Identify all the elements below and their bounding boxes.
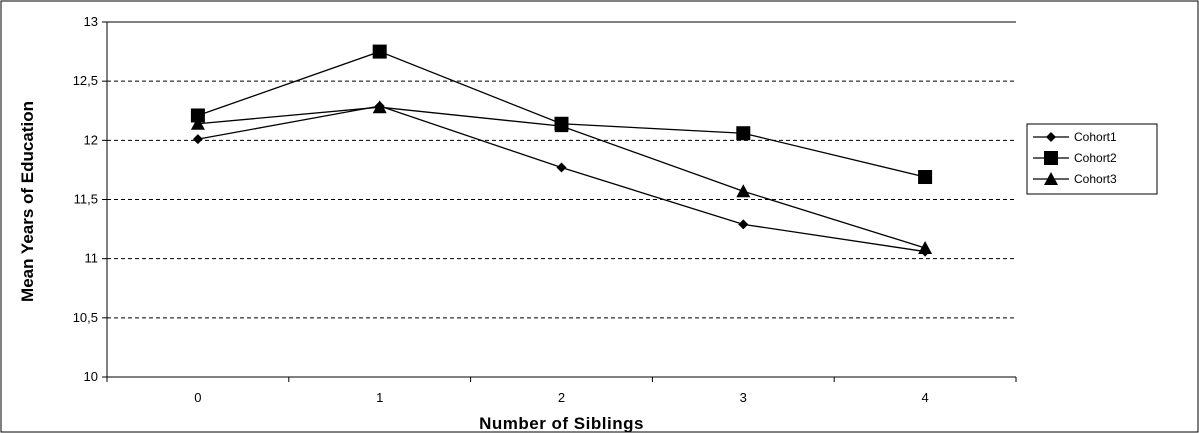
- y-tick-label: 12: [84, 132, 98, 147]
- x-axis-label: Number of Siblings: [479, 414, 644, 433]
- y-tick-label: 12,5: [73, 73, 98, 88]
- x-tick-label: 2: [558, 390, 565, 405]
- data-point-marker: [190, 108, 205, 123]
- x-tick-labels: 0 1 2 3 4: [194, 390, 928, 405]
- legend-marker: [1046, 132, 1056, 142]
- y-tick-label: 11: [85, 251, 99, 266]
- data-point-marker: [372, 100, 387, 114]
- x-tick-label: 3: [740, 390, 747, 405]
- legend-item: Cohort1: [1033, 130, 1117, 144]
- y-tick-label: 10: [84, 369, 98, 384]
- y-tick-labels: 10 10,5 11 11,5 12 12,5 13: [73, 14, 98, 384]
- legend-item: Cohort2: [1033, 151, 1117, 165]
- data-point-marker: [192, 134, 203, 145]
- series-cohort3: [190, 100, 933, 255]
- legend-marker: [1044, 172, 1058, 185]
- legend-label: Cohort3: [1074, 172, 1117, 186]
- series-lines: [190, 44, 933, 257]
- y-tick-label: 13: [84, 14, 98, 29]
- legend-marker: [1044, 151, 1058, 165]
- data-point-marker: [554, 119, 569, 133]
- legend-label: Cohort2: [1074, 151, 1117, 165]
- y-tick-label: 10,5: [73, 310, 98, 325]
- x-tick-label: 4: [921, 390, 928, 405]
- data-point-marker: [556, 162, 567, 173]
- data-point-marker: [372, 44, 387, 59]
- data-point-marker: [918, 170, 933, 185]
- x-tick-label: 1: [376, 390, 383, 405]
- legend-label: Cohort1: [1074, 130, 1117, 144]
- gridlines: [107, 21, 1016, 319]
- data-point-marker: [738, 219, 749, 230]
- axes: [102, 21, 1017, 382]
- data-point-marker: [736, 184, 751, 198]
- legend-item: Cohort3: [1033, 172, 1117, 186]
- y-axis-label: Mean Years of Education: [18, 101, 37, 302]
- data-point-marker: [918, 241, 933, 255]
- data-point-marker: [736, 126, 751, 141]
- y-tick-label: 11,5: [74, 192, 98, 207]
- x-tick-label: 0: [194, 390, 201, 405]
- data-point-marker: [190, 116, 205, 130]
- legend: Cohort1 Cohort2 Cohort3: [1026, 123, 1158, 195]
